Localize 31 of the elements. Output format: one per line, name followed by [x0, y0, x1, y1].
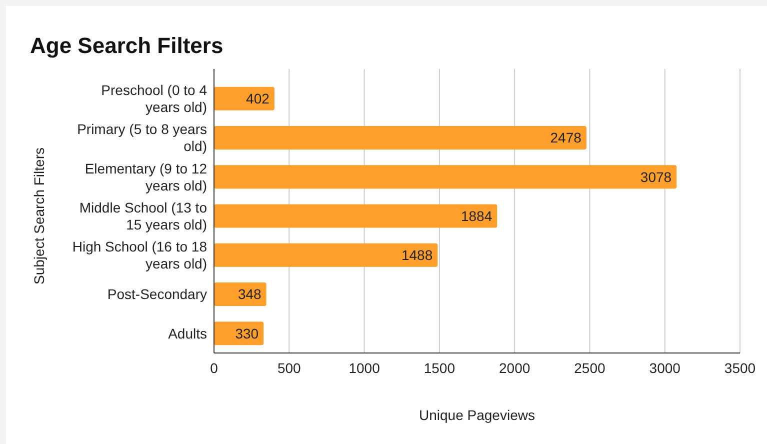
bar — [214, 204, 498, 228]
x-axis-title: Unique Pageviews — [419, 407, 535, 423]
x-tick-label: 2500 — [574, 360, 606, 376]
data-label: 330 — [235, 325, 259, 342]
data-label: 1488 — [401, 247, 433, 264]
y-axis-title: Subject Search Filters — [31, 148, 47, 284]
y-tick-label: Adults — [168, 325, 207, 342]
bar — [214, 165, 677, 189]
x-tick-label: 500 — [277, 360, 302, 376]
data-label: 3078 — [640, 168, 672, 185]
data-label: 2478 — [550, 130, 582, 146]
chart-title: Age Search Filters — [30, 33, 224, 58]
y-tick-label: Preschool (0 to 4 years old) — [101, 82, 208, 115]
bar — [214, 86, 274, 110]
y-tick-label: Middle School (13 to 15 years old) — [79, 199, 208, 232]
x-tick-label: 0 — [210, 360, 218, 376]
x-tick-label: 2000 — [498, 360, 530, 376]
bar — [214, 282, 266, 306]
x-tick-label: 3000 — [649, 360, 681, 376]
y-tick-label: Post-Secondary — [107, 286, 207, 302]
bar — [214, 243, 438, 267]
y-tick-label: Primary (5 to 8 years old) — [77, 121, 207, 154]
data-label: 348 — [238, 286, 262, 302]
data-label: 1884 — [460, 208, 492, 224]
y-tick-label: Elementary (9 to 12 years old) — [84, 160, 208, 194]
x-tick-label: 3500 — [724, 360, 756, 376]
x-tick-label: 1000 — [348, 360, 380, 376]
data-label: 402 — [246, 90, 270, 106]
bar — [214, 126, 586, 150]
y-tick-label: High School (16 to 18 years old) — [72, 238, 208, 272]
x-tick-label: 1500 — [424, 360, 456, 376]
